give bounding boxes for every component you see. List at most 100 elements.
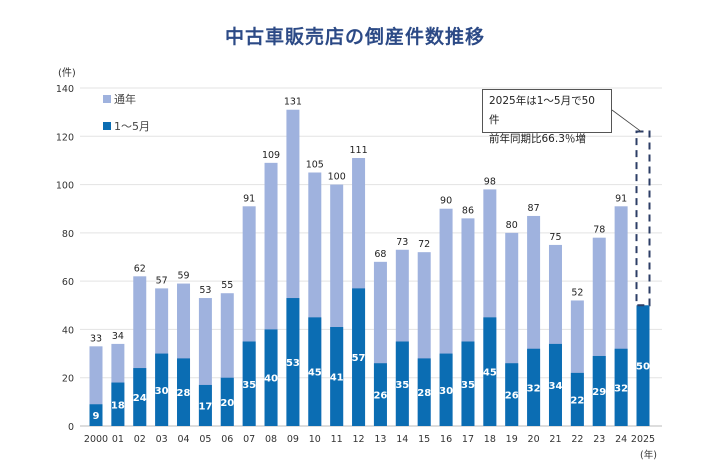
x-tick-label: 2000 bbox=[84, 434, 108, 445]
y-tick-label: 20 bbox=[62, 374, 74, 385]
bar-label-full-year: 111 bbox=[349, 145, 367, 156]
bar-label-jan-may: 28 bbox=[417, 388, 431, 399]
x-tick-label: 22 bbox=[571, 434, 583, 445]
y-tick-label: 100 bbox=[56, 181, 74, 192]
bar-jan-may bbox=[155, 353, 169, 426]
bar-label-jan-may: 26 bbox=[373, 391, 387, 402]
bar-jan-may bbox=[242, 341, 256, 426]
bar-jan-may bbox=[373, 363, 387, 426]
bar-label-jan-may: 45 bbox=[308, 368, 322, 379]
legend-swatch-full-year bbox=[103, 95, 111, 103]
bar-jan-may bbox=[198, 384, 212, 426]
y-tick-label: 140 bbox=[56, 84, 74, 95]
x-tick-label: 10 bbox=[309, 434, 321, 445]
bar-label-jan-may: 53 bbox=[286, 358, 300, 369]
bar-jan-may bbox=[264, 329, 278, 426]
bar-label-jan-may: 18 bbox=[111, 400, 125, 411]
bar-jan-may bbox=[308, 317, 322, 426]
bar-jan-may bbox=[439, 353, 453, 426]
bar-jan-may bbox=[286, 298, 300, 426]
bar-label-full-year: 91 bbox=[615, 193, 627, 204]
bar-label-full-year: 53 bbox=[199, 285, 211, 296]
y-tick-label: 120 bbox=[56, 132, 74, 143]
x-tick-label: 01 bbox=[112, 434, 124, 445]
bar-label-jan-may: 50 bbox=[636, 362, 650, 373]
x-tick-label: 24 bbox=[615, 434, 627, 445]
bar-label-jan-may: 35 bbox=[395, 380, 409, 391]
bar-label-jan-may: 29 bbox=[592, 387, 606, 398]
bar-label-full-year: 78 bbox=[593, 225, 605, 236]
bar-label-full-year: 98 bbox=[484, 176, 496, 187]
x-tick-label: 12 bbox=[353, 434, 365, 445]
bar-label-full-year: 55 bbox=[221, 280, 233, 291]
projection-dashed-box bbox=[635, 130, 651, 307]
x-tick-label: 21 bbox=[549, 434, 561, 445]
bar-jan-may bbox=[220, 377, 234, 426]
annotation-box: 2025年は1～5月で50件 前年同期比66.3％増 bbox=[482, 89, 612, 145]
bar-jan-may bbox=[177, 358, 191, 426]
x-tick-label: 06 bbox=[221, 434, 233, 445]
bar-label-full-year: 59 bbox=[177, 271, 189, 282]
x-tick-label: 05 bbox=[199, 434, 211, 445]
bar-label-full-year: 73 bbox=[396, 237, 408, 248]
bar-label-full-year: 100 bbox=[328, 172, 346, 183]
bar-label-jan-may: 32 bbox=[527, 383, 541, 394]
x-tick-label: 18 bbox=[484, 434, 496, 445]
x-tick-label: 02 bbox=[134, 434, 146, 445]
bar-jan-may bbox=[417, 358, 431, 426]
x-tick-label: 14 bbox=[396, 434, 408, 445]
bar-jan-may bbox=[614, 348, 628, 426]
bar-label-jan-may: 35 bbox=[461, 380, 475, 391]
bar-label-jan-may: 30 bbox=[155, 386, 169, 397]
bar-jan-may bbox=[636, 305, 650, 426]
x-tick-label: 09 bbox=[287, 434, 299, 445]
x-tick-label: 11 bbox=[331, 434, 343, 445]
bar-jan-may bbox=[330, 327, 344, 426]
bar-jan-may bbox=[89, 404, 103, 426]
bar-jan-may bbox=[133, 368, 147, 426]
bar-label-full-year: 90 bbox=[440, 196, 452, 207]
bar-label-full-year: 87 bbox=[528, 203, 540, 214]
bar-label-full-year: 52 bbox=[571, 287, 583, 298]
bar-jan-may bbox=[352, 288, 366, 426]
bar-label-full-year: 80 bbox=[506, 220, 518, 231]
y-axis-label: (件) bbox=[58, 67, 76, 79]
bar-jan-may bbox=[570, 372, 584, 426]
bar-label-jan-may: 57 bbox=[352, 353, 366, 364]
bar-jan-may bbox=[461, 341, 475, 426]
x-tick-label: 04 bbox=[177, 434, 189, 445]
y-tick-label: 80 bbox=[62, 229, 74, 240]
bar-label-jan-may: 28 bbox=[177, 388, 191, 399]
bar-jan-may bbox=[483, 317, 497, 426]
bar-jan-may bbox=[548, 343, 562, 426]
bar-label-full-year: 131 bbox=[284, 97, 302, 108]
x-tick-label: 08 bbox=[265, 434, 277, 445]
bar-jan-may bbox=[527, 348, 541, 426]
y-tick-label: 40 bbox=[62, 325, 74, 336]
bar-label-jan-may: 30 bbox=[439, 386, 453, 397]
bar-label-full-year: 57 bbox=[156, 275, 168, 286]
bar-label-jan-may: 22 bbox=[570, 395, 584, 406]
x-tick-label: 16 bbox=[440, 434, 452, 445]
bar-label-full-year: 105 bbox=[306, 160, 324, 171]
bar-jan-may bbox=[111, 382, 125, 426]
bar-label-jan-may: 17 bbox=[198, 401, 212, 412]
x-tick-label: 13 bbox=[374, 434, 386, 445]
x-tick-label: 03 bbox=[156, 434, 168, 445]
bar-jan-may bbox=[505, 363, 519, 426]
bar-label-full-year: 86 bbox=[462, 205, 474, 216]
bar-label-jan-may: 32 bbox=[614, 383, 628, 394]
y-tick-label: 60 bbox=[62, 277, 74, 288]
x-tick-label: 07 bbox=[243, 434, 255, 445]
x-tick-label: 23 bbox=[593, 434, 605, 445]
bar-label-jan-may: 45 bbox=[483, 368, 497, 379]
y-tick-label: 0 bbox=[68, 422, 74, 433]
x-axis-label: (年) bbox=[640, 449, 657, 461]
bar-jan-may bbox=[395, 341, 409, 426]
x-tick-label: 15 bbox=[418, 434, 430, 445]
bar-label-jan-may: 24 bbox=[133, 393, 147, 404]
bar-label-jan-may: 41 bbox=[330, 373, 344, 384]
bar-label-full-year: 68 bbox=[374, 249, 386, 260]
x-tick-label: 2025 bbox=[631, 434, 655, 445]
